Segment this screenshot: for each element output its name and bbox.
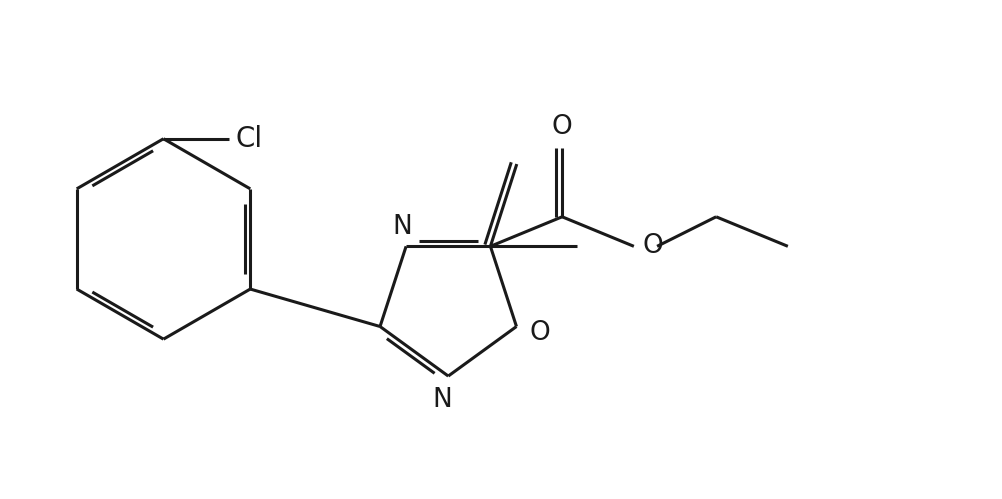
Text: N: N xyxy=(392,214,412,240)
Text: O: O xyxy=(642,234,663,259)
Text: O: O xyxy=(529,320,550,346)
Text: O: O xyxy=(552,114,572,140)
Text: Cl: Cl xyxy=(235,125,263,153)
Text: N: N xyxy=(432,387,452,413)
